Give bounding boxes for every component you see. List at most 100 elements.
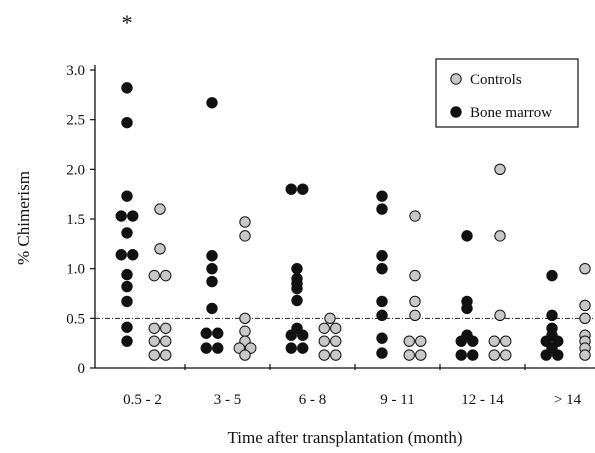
controls-point	[330, 349, 342, 361]
controls-point	[148, 349, 160, 361]
bone-marrow-point	[206, 275, 218, 288]
controls-point	[409, 210, 421, 222]
bone-marrow-point	[297, 329, 309, 341]
bone-marrow-point	[121, 82, 133, 94]
bone-marrow-point	[121, 227, 133, 239]
controls-point	[494, 163, 506, 176]
bone-marrow-point	[206, 302, 218, 315]
bone-marrow-point	[297, 342, 309, 354]
bone-marrow-point	[376, 262, 388, 275]
legend: Controls Bone marrow	[435, 58, 579, 128]
controls-point	[409, 269, 421, 282]
bone-marrow-point	[467, 349, 479, 361]
y-tick-label: 2.5	[66, 113, 85, 129]
bone-marrow-point	[285, 342, 297, 354]
controls-point	[500, 335, 512, 347]
bone-marrow-point	[376, 332, 388, 344]
controls-point	[154, 243, 166, 255]
controls-point	[239, 216, 251, 228]
controls-point	[579, 312, 591, 325]
data-points: *	[115, 10, 591, 361]
controls-point	[239, 230, 251, 242]
bone-marrow-point	[376, 295, 388, 308]
bone-marrow-point	[121, 321, 133, 333]
controls-point	[154, 203, 166, 215]
controls-point	[579, 349, 591, 361]
controls-point	[318, 349, 330, 361]
bone-marrow-point	[552, 349, 564, 361]
bone-marrow-point	[206, 97, 218, 109]
controls-point	[239, 325, 251, 337]
controls-point	[494, 309, 506, 322]
x-tick-label: 9 - 11	[380, 392, 414, 408]
y-tick-label: 2.0	[66, 162, 85, 178]
controls-point	[409, 309, 421, 322]
bone-marrow-point	[121, 295, 133, 308]
bone-marrow-point	[291, 282, 303, 295]
bone-marrow-point	[121, 335, 133, 347]
controls-point	[415, 349, 427, 361]
bone-marrow-point	[206, 250, 218, 262]
controls-point	[579, 299, 591, 312]
bone-marrow-point	[206, 262, 218, 275]
bone-marrow-point	[121, 280, 133, 293]
bone-marrow-point	[212, 327, 224, 339]
bone-marrow-point	[546, 269, 558, 282]
controls-point	[318, 335, 330, 347]
significance-marker: *	[122, 10, 133, 35]
controls-point	[148, 322, 160, 334]
controls-point	[239, 312, 251, 325]
controls-point	[160, 335, 172, 347]
controls-point	[330, 335, 342, 347]
bone-marrow-point	[127, 249, 139, 261]
controls-point	[148, 269, 160, 282]
bone-marrow-point	[200, 327, 212, 339]
axes: 0 0.5 1.0 1.5 2.0 2.5 3.0 0.5 - 2 3 - 5 6 - 8 9 - …	[66, 63, 595, 408]
controls-point	[415, 335, 427, 347]
controls-point	[324, 312, 336, 325]
legend-marker	[450, 73, 462, 85]
bone-marrow-point	[291, 294, 303, 307]
bone-marrow-point	[115, 210, 127, 222]
x-tick-label: 6 - 8	[299, 392, 327, 408]
controls-point	[160, 269, 172, 282]
y-tick-label: 3.0	[66, 63, 85, 79]
controls-point	[500, 349, 512, 361]
controls-point	[579, 262, 591, 275]
bone-marrow-point	[376, 203, 388, 215]
controls-point	[488, 335, 500, 347]
bone-marrow-point	[461, 302, 473, 315]
controls-point	[330, 322, 342, 334]
controls-point	[148, 335, 160, 347]
bone-marrow-point	[200, 342, 212, 354]
y-tick-label: 1.0	[66, 262, 85, 278]
bone-marrow-point	[461, 230, 473, 242]
bone-marrow-point	[291, 262, 303, 275]
controls-point	[403, 335, 415, 347]
bone-marrow-point	[121, 268, 133, 281]
controls-point	[160, 349, 172, 361]
legend-marker	[450, 106, 462, 118]
bone-marrow-point	[376, 190, 388, 202]
bone-marrow-point	[297, 183, 309, 195]
x-tick-label: 12 - 14	[461, 392, 504, 408]
y-axis-title: % Chimerism	[14, 171, 33, 265]
bone-marrow-point	[127, 210, 139, 222]
x-axis-title: Time after transplantation (month)	[228, 428, 463, 447]
y-tick-label: 1.5	[66, 212, 85, 228]
x-tick-label: > 14	[554, 392, 582, 408]
x-tick-label: 0.5 - 2	[123, 392, 162, 408]
controls-point	[239, 349, 251, 361]
bone-marrow-point	[376, 250, 388, 262]
controls-point	[318, 322, 330, 334]
legend-label: Bone marrow	[470, 105, 552, 121]
bone-marrow-point	[115, 249, 127, 261]
bone-marrow-point	[546, 309, 558, 322]
controls-point	[494, 230, 506, 242]
controls-point	[488, 349, 500, 361]
bone-marrow-point	[376, 347, 388, 359]
bone-marrow-point	[212, 342, 224, 354]
bone-marrow-point	[121, 116, 133, 129]
bone-marrow-point	[376, 309, 388, 322]
